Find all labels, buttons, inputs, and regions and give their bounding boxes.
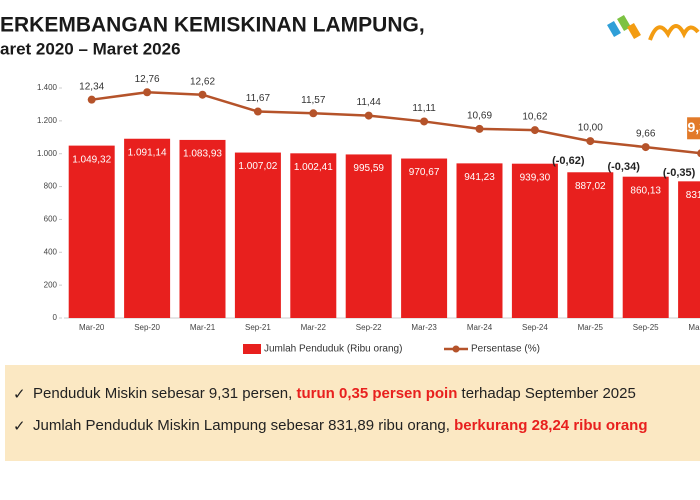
bar (234, 152, 281, 318)
bar (124, 138, 171, 318)
bar-label: 970,67 (409, 167, 440, 178)
bar-label: 831,89 (686, 190, 700, 201)
line-point (87, 95, 96, 104)
bar-label: 939,30 (520, 172, 551, 183)
label-box (687, 117, 700, 140)
x-tick-label: Mar-20 (79, 323, 105, 332)
bar (622, 176, 669, 318)
line-point (198, 90, 207, 99)
x-tick-label: Mar-26 (688, 323, 700, 332)
bar (511, 163, 558, 318)
legend-swatch (452, 345, 460, 353)
line-point (586, 137, 595, 146)
annotation: (-0,62) (552, 155, 585, 167)
x-tick-label: Sep-20 (134, 323, 160, 332)
bullet: ✓ Jumlah Penduduk Miskin Lampung sebesar … (13, 417, 648, 435)
line-point (475, 124, 484, 133)
x-tick-label: Sep-24 (522, 323, 548, 332)
line-label: 12,62 (190, 76, 215, 87)
bar-label: 860,13 (630, 185, 661, 196)
bar (179, 139, 226, 318)
text: Jumlah Penduduk Miskin Lampung sebesar 8… (33, 417, 455, 434)
line-label: 10,00 (578, 123, 603, 134)
line-point (697, 149, 700, 158)
highlight: turun 0,35 persen poin (296, 385, 458, 402)
y-tick-label: 1.000 (37, 149, 58, 158)
x-tick-label: Mar-22 (301, 323, 327, 332)
bullet: ✓ Penduduk Miskin sebesar 9,31 persen, tu… (13, 385, 636, 403)
line-point (364, 111, 373, 120)
y-tick-label: 1.400 (37, 83, 58, 92)
text: Penduduk Miskin sebesar 9,31 persen, (33, 385, 297, 402)
check: ✓ (13, 418, 26, 435)
chart-subtitle: aret 2020 – Maret 2026 (0, 39, 181, 58)
bar (456, 163, 503, 318)
line (91, 90, 700, 155)
highlight: berkurang 28,24 ribu orang (454, 417, 648, 434)
line-label: 11,57 (301, 95, 326, 106)
line-label: 10,62 (522, 112, 547, 123)
bar-label: 887,02 (575, 181, 606, 192)
line-label: 12,34 (79, 81, 104, 92)
line-label: 12,76 (135, 74, 160, 85)
y-tick-label: 1.200 (37, 116, 58, 125)
line-point (530, 126, 539, 135)
y-tick-label: 800 (44, 182, 58, 191)
bar (290, 153, 337, 318)
bar (68, 145, 115, 318)
line-point (309, 109, 318, 118)
y-tick-label: 200 (44, 280, 58, 289)
legend-label: Persentase (%) (471, 344, 540, 355)
bar-label: 941,23 (464, 172, 495, 183)
line-label: 11,44 (357, 97, 382, 108)
x-tick-label: Mar-23 (411, 323, 437, 332)
line-label: 9,31 (687, 119, 700, 135)
x-tick-label: Mar-25 (578, 323, 604, 332)
bar-label: 1.049,32 (72, 154, 111, 165)
logo (607, 14, 700, 41)
bar (678, 181, 700, 318)
line-label: 10,69 (467, 111, 492, 122)
x-tick-label: Sep-22 (356, 323, 382, 332)
bar-label: 1.091,14 (128, 147, 167, 158)
bar-label: 995,59 (353, 163, 384, 174)
summary-box: ✓ Penduduk Miskin sebesar 9,31 persen, tu… (5, 365, 700, 461)
y-tick-label: 400 (44, 247, 58, 256)
legend-label: Jumlah Penduduk (Ribu orang) (264, 344, 402, 355)
bar-label: 1.007,02 (238, 161, 277, 172)
legend-swatch (243, 344, 261, 354)
line-label: 9,66 (636, 129, 656, 140)
y-tick-label: 600 (44, 215, 58, 224)
x-tick-label: Sep-21 (245, 323, 271, 332)
chart-title: ERKEMBANGAN KEMISKINAN LAMPUNG, (0, 14, 425, 37)
text: terhadap September 2025 (457, 385, 636, 402)
line-point (420, 117, 429, 126)
x-tick-label: Sep-25 (633, 323, 659, 332)
check: ✓ (13, 386, 26, 403)
line-label: 11,11 (412, 103, 436, 114)
x-tick-label: Mar-21 (190, 323, 216, 332)
annotation: (-0,34) (607, 161, 640, 173)
annotation: (-0,35) (663, 167, 696, 179)
y-tick-label: 0 (53, 313, 58, 322)
bar (401, 158, 448, 318)
line-label: 11,67 (246, 93, 271, 104)
line-point (253, 107, 262, 116)
x-tick-label: Mar-24 (467, 323, 493, 332)
bar (345, 154, 392, 318)
line-point (641, 143, 650, 152)
line-point (143, 88, 152, 97)
chart: ERKEMBANGAN KEMISKINAN LAMPUNG, aret 202… (0, 14, 700, 355)
bar (567, 172, 614, 318)
bar-label: 1.083,93 (183, 149, 222, 160)
bar-label: 1.002,41 (294, 162, 333, 173)
